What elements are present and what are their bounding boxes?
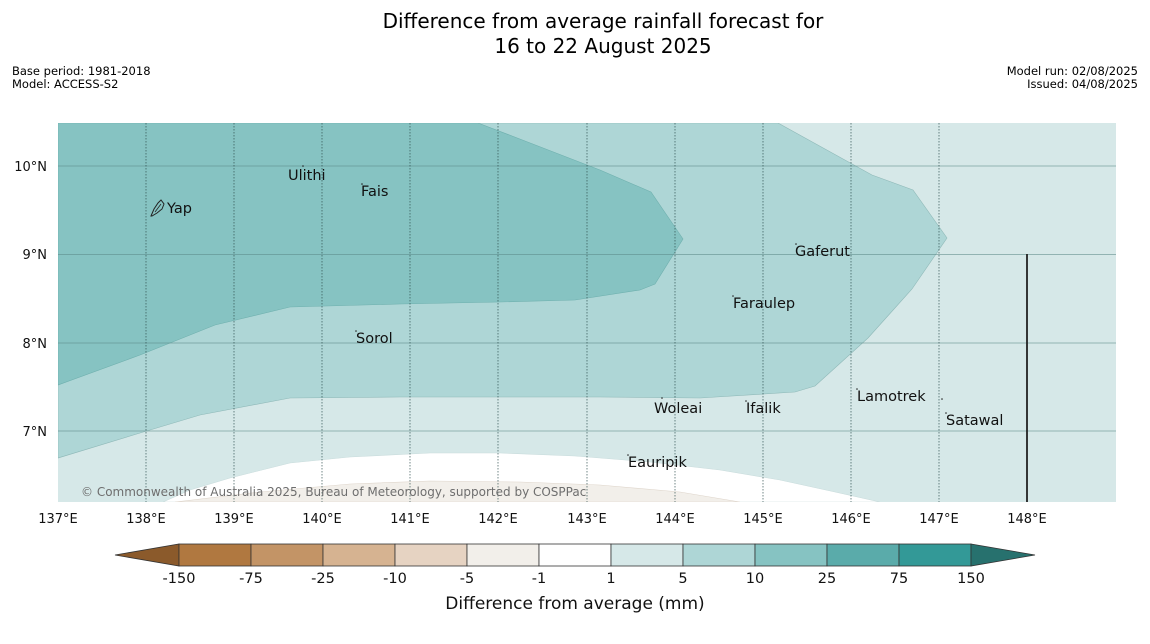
lat-label: 9°N bbox=[23, 248, 48, 263]
colorbar-swatch bbox=[178, 543, 252, 567]
place-labels: Yap Ulithi Fais Gaferut Faraulep Sorol L… bbox=[166, 168, 1003, 471]
colorbar-tick: 150 bbox=[957, 571, 985, 587]
colorbar-tick: -150 bbox=[163, 571, 196, 587]
colorbar-swatch bbox=[826, 543, 900, 567]
lat-label: 7°N bbox=[23, 425, 48, 440]
place-label-ulithi: Ulithi bbox=[288, 168, 326, 184]
colorbar-tick: 5 bbox=[678, 571, 687, 587]
colorbar-tick: -5 bbox=[460, 571, 474, 587]
lat-label: 8°N bbox=[23, 337, 48, 352]
base-period: Base period: 1981-2018 bbox=[12, 64, 151, 78]
model-name: Model: ACCESS-S2 bbox=[12, 77, 119, 91]
lat-label: 10°N bbox=[14, 160, 47, 175]
lon-label: 147°E bbox=[919, 512, 959, 527]
place-label-sorol: Sorol bbox=[356, 331, 393, 347]
lon-label: 138°E bbox=[126, 512, 166, 527]
lon-label: 145°E bbox=[743, 512, 783, 527]
issued-date: Issued: 04/08/2025 bbox=[1027, 77, 1138, 91]
grid bbox=[58, 123, 1116, 502]
lon-label: 146°E bbox=[831, 512, 871, 527]
run-info: Model run: 02/08/2025 Issued: 04/08/2025 bbox=[1007, 65, 1138, 91]
colorbar-swatch bbox=[466, 543, 540, 567]
colorbar-tick: -1 bbox=[532, 571, 546, 587]
place-label-gaferut: Gaferut bbox=[795, 244, 850, 260]
copyright-notice: © Commonwealth of Australia 2025, Bureau… bbox=[81, 485, 586, 499]
colorbar-low-extension bbox=[114, 543, 180, 567]
colorbar-swatch bbox=[610, 543, 684, 567]
colorbar-high-extension bbox=[970, 543, 1036, 567]
band-10-to-25 bbox=[58, 123, 684, 386]
colorbar-tick: 75 bbox=[890, 571, 908, 587]
colorbar bbox=[114, 543, 1036, 567]
model-run: Model run: 02/08/2025 bbox=[1006, 64, 1138, 78]
colorbar-tick: -10 bbox=[383, 571, 407, 587]
yap-island-outline bbox=[150, 199, 165, 217]
lon-label: 144°E bbox=[655, 512, 695, 527]
latitude-labels: 10°N 9°N 8°N 7°N bbox=[14, 160, 47, 440]
lon-label: 142°E bbox=[478, 512, 518, 527]
model-info: Base period: 1981-2018 Model: ACCESS-S2 bbox=[12, 65, 151, 91]
colorbar-swatch bbox=[394, 543, 468, 567]
colorbar-swatch bbox=[754, 543, 828, 567]
lon-label: 141°E bbox=[390, 512, 430, 527]
lon-label: 137°E bbox=[38, 512, 78, 527]
colorbar-tick: 1 bbox=[606, 571, 615, 587]
colorbar-tick: 10 bbox=[746, 571, 764, 587]
place-label-ifalik: Ifalik bbox=[746, 401, 781, 417]
place-label-lamotrek: Lamotrek bbox=[857, 389, 926, 405]
place-label-yap: Yap bbox=[166, 201, 192, 217]
lon-label: 139°E bbox=[214, 512, 254, 527]
lon-label: 143°E bbox=[567, 512, 607, 527]
place-label-woleai: Woleai bbox=[654, 401, 702, 417]
colorbar-swatch bbox=[250, 543, 324, 567]
colorbar-swatch bbox=[898, 543, 972, 567]
title-line-1: Difference from average rainfall forecas… bbox=[382, 9, 824, 33]
title-line-2: 16 to 22 August 2025 bbox=[494, 34, 712, 58]
land-features bbox=[150, 165, 947, 456]
place-label-faraulep: Faraulep bbox=[733, 296, 795, 312]
lon-label: 148°E bbox=[1007, 512, 1047, 527]
colorbar-tick: -25 bbox=[311, 571, 335, 587]
colorbar-swatch bbox=[538, 543, 612, 567]
colorbar-tick: 25 bbox=[818, 571, 836, 587]
place-label-fais: Fais bbox=[361, 184, 388, 200]
longitude-labels: 137°E 138°E 139°E 140°E 141°E 142°E 143°… bbox=[38, 512, 1047, 527]
colorbar-tick: -75 bbox=[239, 571, 263, 587]
place-label-satawal: Satawal bbox=[946, 413, 1003, 429]
colorbar-swatch bbox=[682, 543, 756, 567]
map-title: Difference from average rainfall forecas… bbox=[0, 9, 1150, 59]
place-label-eauripik: Eauripik bbox=[628, 455, 687, 471]
lon-label: 140°E bbox=[302, 512, 342, 527]
band-minus5-to-minus1 bbox=[174, 480, 741, 502]
colorbar-swatch bbox=[322, 543, 396, 567]
colorbar-ticks: -150 -75 -25 -10 -5 -1 1 5 10 25 75 150 bbox=[163, 571, 985, 587]
colorbar-title: Difference from average (mm) bbox=[445, 594, 704, 614]
